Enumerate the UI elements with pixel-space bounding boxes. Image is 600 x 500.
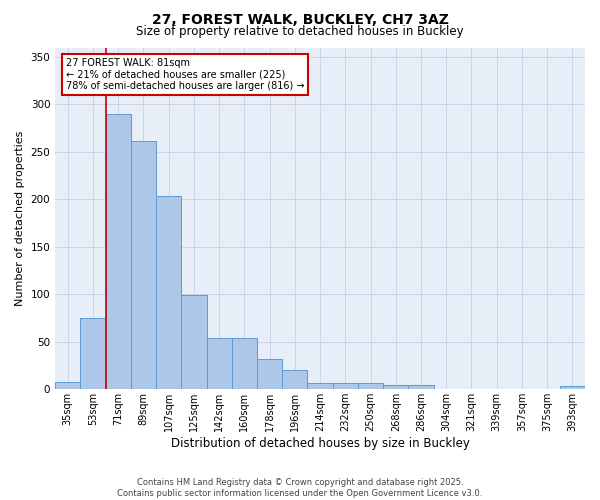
Bar [206, 338, 232, 390]
Bar [409, 386, 434, 390]
Bar [332, 382, 358, 390]
Y-axis label: Number of detached properties: Number of detached properties [15, 130, 25, 306]
Bar [131, 140, 156, 390]
Bar [383, 386, 409, 390]
Text: 27, FOREST WALK, BUCKLEY, CH7 3AZ: 27, FOREST WALK, BUCKLEY, CH7 3AZ [152, 12, 448, 26]
Bar [358, 382, 383, 390]
Bar [307, 382, 332, 390]
Text: Size of property relative to detached houses in Buckley: Size of property relative to detached ho… [136, 25, 464, 38]
Bar [560, 386, 585, 390]
Bar [106, 114, 131, 390]
Bar [55, 382, 80, 390]
Bar [80, 318, 106, 390]
Text: Contains HM Land Registry data © Crown copyright and database right 2025.
Contai: Contains HM Land Registry data © Crown c… [118, 478, 482, 498]
X-axis label: Distribution of detached houses by size in Buckley: Distribution of detached houses by size … [170, 437, 470, 450]
Text: 27 FOREST WALK: 81sqm
← 21% of detached houses are smaller (225)
78% of semi-det: 27 FOREST WALK: 81sqm ← 21% of detached … [66, 58, 304, 91]
Bar [232, 338, 257, 390]
Bar [156, 196, 181, 390]
Bar [181, 296, 206, 390]
Bar [257, 359, 282, 390]
Bar [282, 370, 307, 390]
